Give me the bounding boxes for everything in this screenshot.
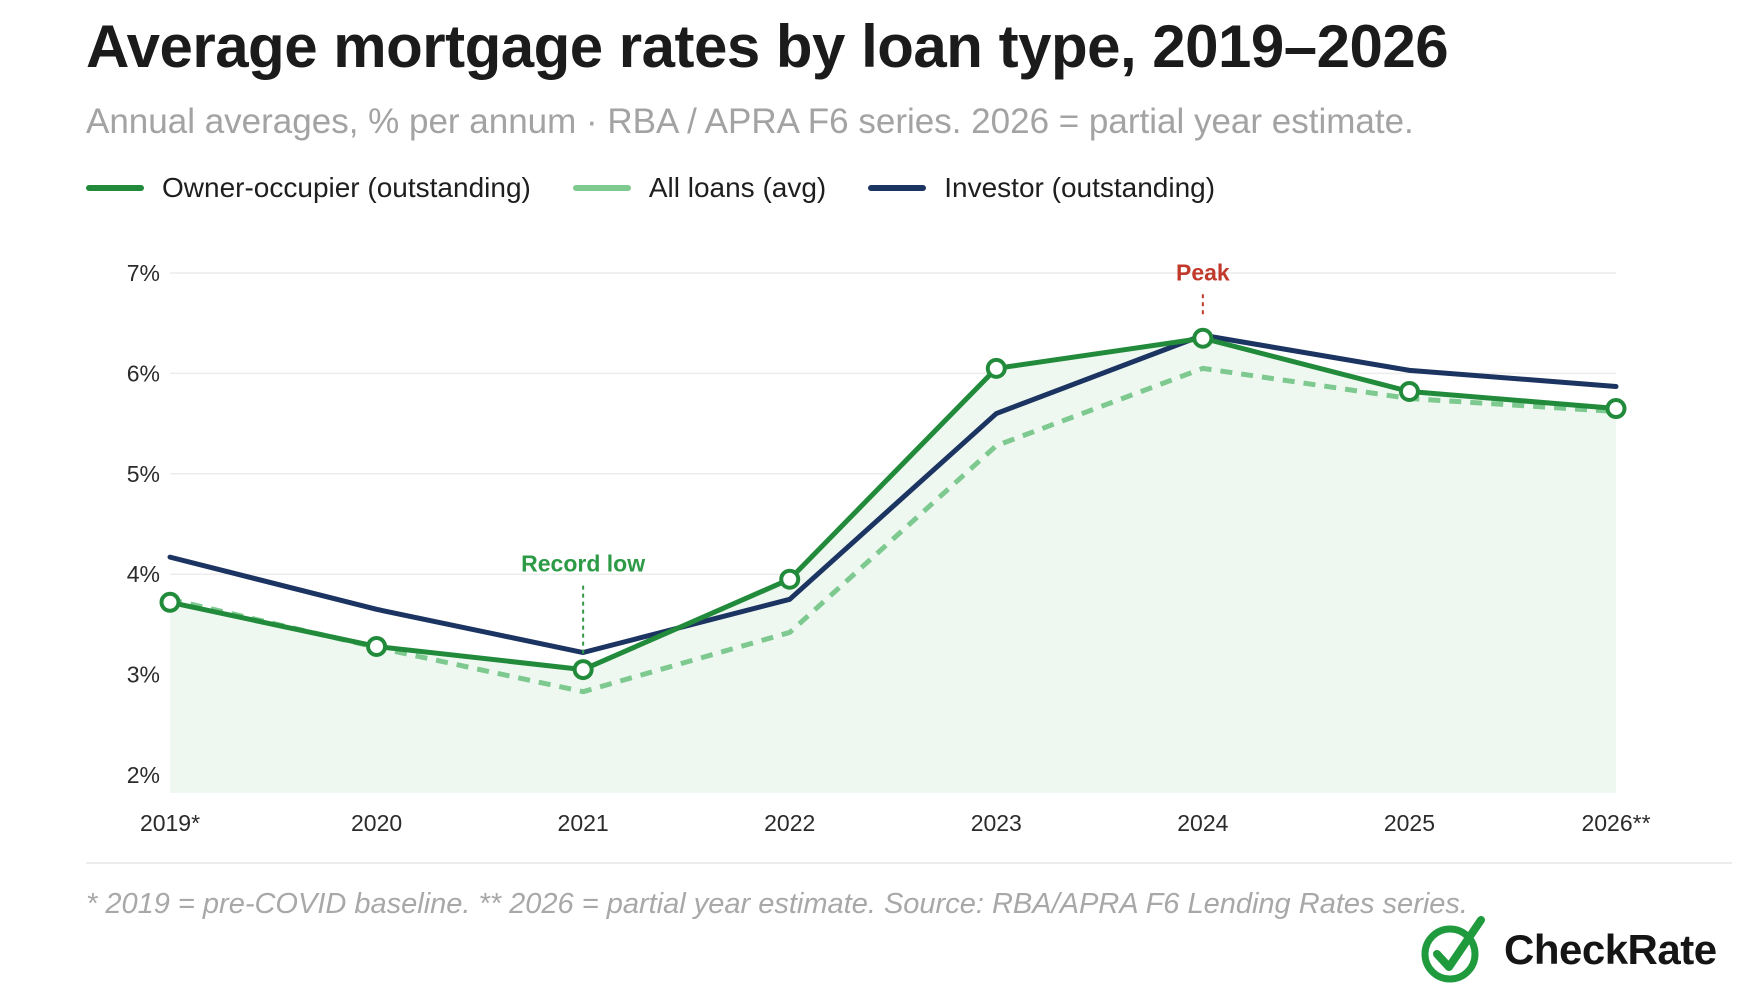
y-tick-label: 2%	[127, 762, 160, 788]
data-point-owner-occupier	[1192, 327, 1214, 349]
data-point-owner-occupier	[159, 591, 181, 613]
y-tick-label: 6%	[127, 360, 160, 386]
y-tick-label: 7%	[127, 260, 160, 286]
x-tick-label: 2023	[971, 810, 1022, 836]
chart-subtitle: Annual averages, % per annum · RBA / APR…	[86, 102, 1414, 141]
x-tick-label: 2020	[351, 810, 402, 836]
x-tick-label: 2019*	[140, 810, 200, 836]
data-point-owner-occupier	[1605, 398, 1627, 420]
x-tick-label: 2022	[764, 810, 815, 836]
series-line-owner-occupier	[167, 335, 1619, 673]
data-point-owner-occupier	[985, 357, 1007, 379]
y-tick-label: 3%	[127, 662, 160, 688]
footnote: * 2019 = pre-COVID baseline. ** 2026 = p…	[86, 888, 1468, 920]
x-tick-label: 2025	[1384, 810, 1435, 836]
legend-swatch-investor	[868, 185, 927, 191]
legend-swatch-owner-occupier	[86, 185, 144, 191]
annotation-record-low: Record low	[521, 551, 645, 577]
x-tick-label: 2026**	[1581, 810, 1650, 836]
data-point-owner-occupier	[572, 659, 594, 681]
chart-title: Average mortgage rates by loan type, 201…	[86, 13, 1449, 80]
legend-item-all-loans: All loans (avg)	[572, 172, 827, 204]
chart-legend: Owner-occupier (outstanding) All loans (…	[86, 168, 1257, 208]
brand-logo: CheckRate	[1418, 914, 1717, 986]
data-point-owner-occupier	[366, 635, 388, 657]
x-tick-label: 2024	[1177, 810, 1228, 836]
series-line-investor	[167, 332, 1619, 656]
legend-item-owner-occupier: Owner-occupier (outstanding)	[86, 172, 531, 204]
brand-name: CheckRate	[1504, 926, 1717, 973]
data-point-owner-occupier	[1398, 380, 1420, 402]
data-point-owner-occupier	[779, 568, 801, 590]
annotation-peak: Peak	[1176, 259, 1230, 285]
legend-swatch-all-loans	[572, 185, 631, 191]
x-tick-label: 2021	[558, 810, 609, 836]
footer-divider	[86, 862, 1732, 864]
legend-label-investor: Investor (outstanding)	[944, 172, 1216, 203]
line-chart: 2% 3% 4% 5% 6% 7% 2019* 2020 2021 2022 2023 2024 202…	[127, 259, 1651, 836]
y-tick-label: 4%	[127, 561, 160, 587]
area-fill-owner-occupier	[170, 338, 1616, 793]
y-tick-label: 5%	[127, 461, 160, 487]
legend-label-owner-occupier: Owner-occupier (outstanding)	[162, 172, 531, 203]
legend-item-investor: Investor (outstanding)	[868, 172, 1215, 204]
circle-checkmark-icon	[1421, 916, 1485, 983]
series-line-all-loans	[169, 365, 1617, 695]
legend-label-all-loans: All loans (avg)	[648, 172, 827, 203]
